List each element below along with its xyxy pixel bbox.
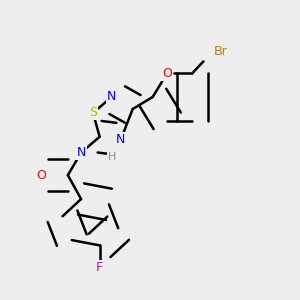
Text: N: N [76, 146, 86, 159]
Text: N: N [107, 91, 116, 103]
Text: N: N [116, 133, 125, 146]
Text: F: F [96, 261, 103, 274]
Text: O: O [36, 169, 46, 182]
Text: O: O [162, 67, 172, 80]
Text: Br: Br [214, 45, 227, 58]
Text: H: H [108, 152, 116, 162]
Text: S: S [89, 106, 97, 119]
